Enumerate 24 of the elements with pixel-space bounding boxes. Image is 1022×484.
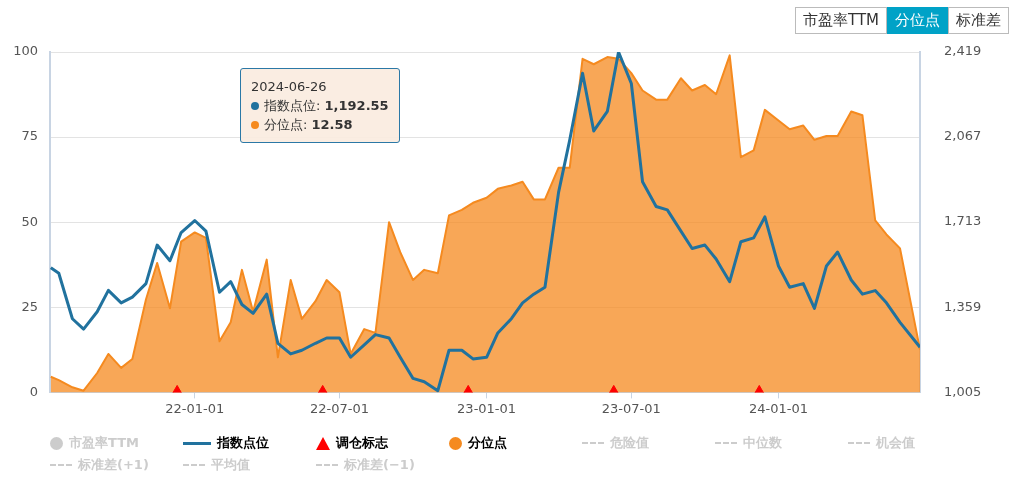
y-tick-label: 50 <box>21 213 38 229</box>
y2-tick-label: 2,067 <box>944 128 982 144</box>
y-tick-label: 100 <box>13 43 38 59</box>
y2-tick-label: 1,005 <box>944 383 982 399</box>
annotation: 指数点位: 1,192.55 <box>263 97 389 115</box>
annotation: 2024-06-26 <box>251 78 328 96</box>
y2-tick-label: 1,713 <box>944 213 982 229</box>
x-tick-label: 22-07-01 <box>309 400 369 416</box>
text: 分位点 <box>887 7 948 34</box>
text: 标准差 <box>948 7 1009 34</box>
legend-label: 分位点 <box>467 434 508 452</box>
x-tick-label: 22-01-01 <box>165 400 225 416</box>
y-tick-label: 75 <box>21 128 38 144</box>
x-tick-label: 23-01-01 <box>457 400 517 416</box>
y-tick-label: 25 <box>21 298 38 314</box>
y-tick-label: 0 <box>29 383 38 399</box>
x-tick-label: 23-07-01 <box>601 400 661 416</box>
text: 市盈率TTM <box>794 7 887 34</box>
y2-tick-label: 1,359 <box>944 298 982 314</box>
x-tick-label: 24-01-01 <box>748 400 808 416</box>
legend-label: 指数点位 <box>215 434 270 452</box>
y2-tick-label: 2,419 <box>944 43 982 59</box>
legend-label: 调仓标志 <box>334 434 389 452</box>
annotation: 分位点: 12.58 <box>263 116 354 134</box>
